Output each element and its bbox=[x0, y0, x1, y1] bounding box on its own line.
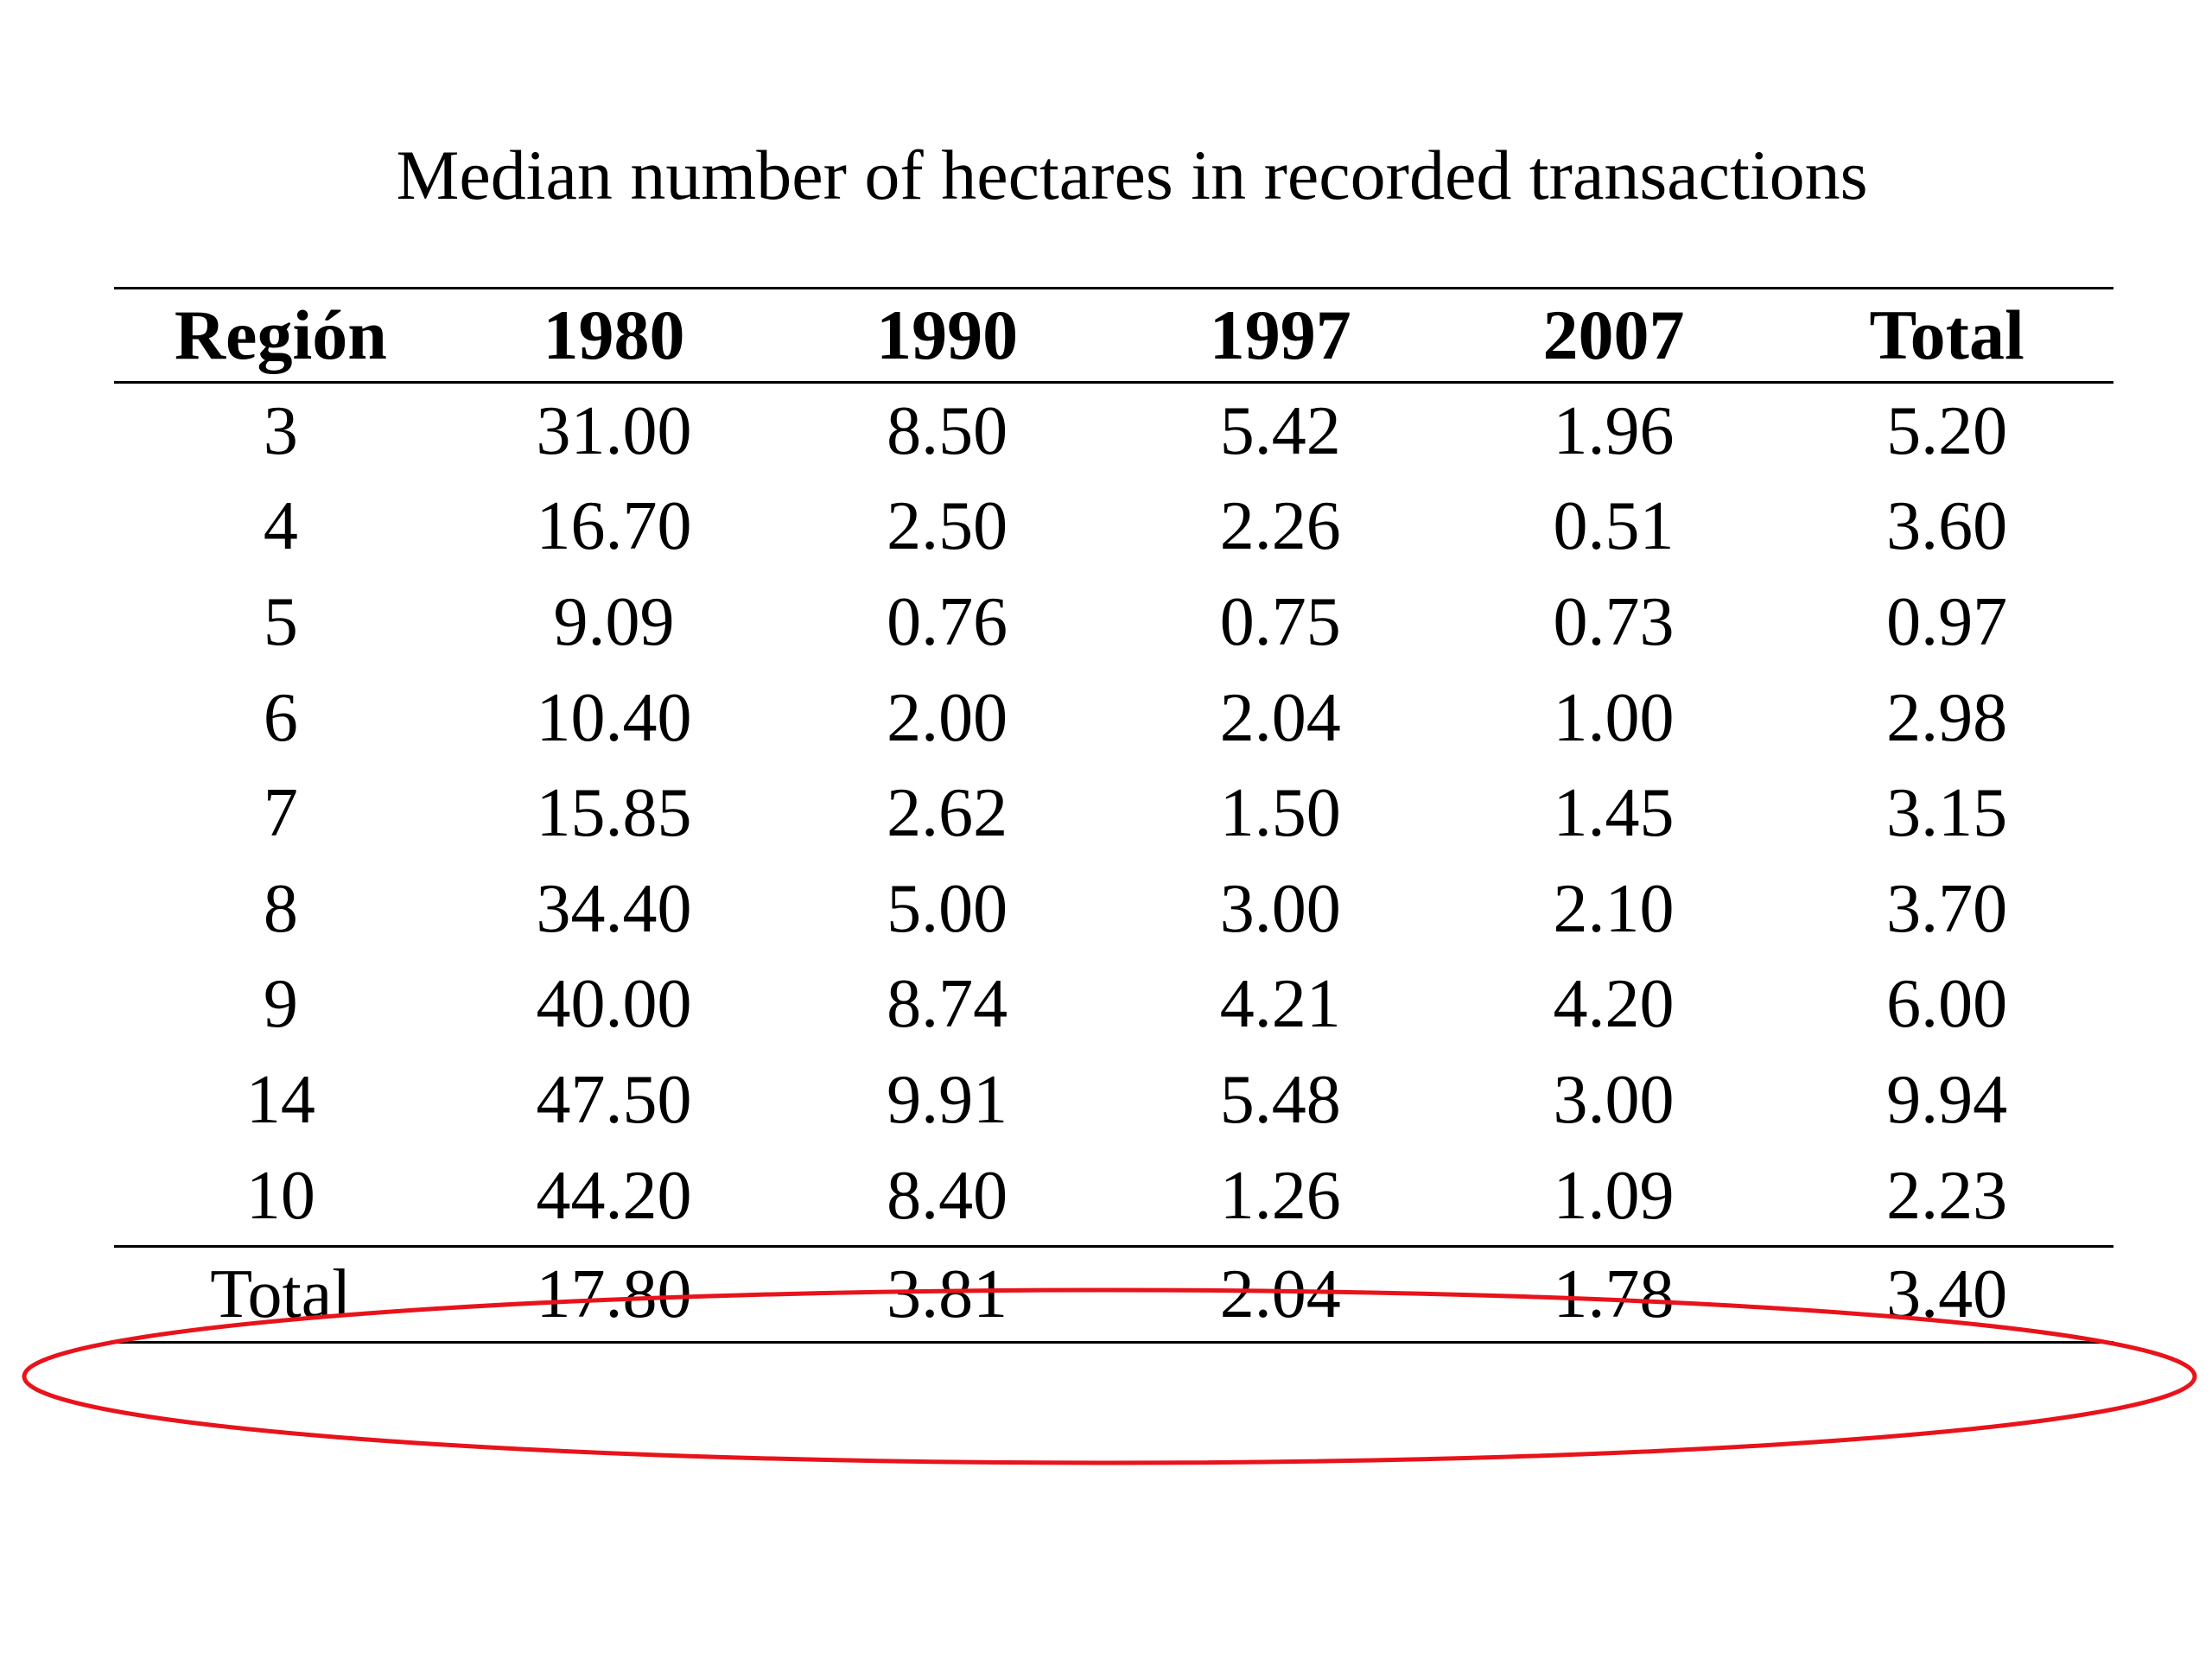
table-cell: 5.48 bbox=[1219, 1061, 1341, 1138]
total-cell: 1.78 bbox=[1553, 1255, 1675, 1332]
table-cell: 3.00 bbox=[1219, 870, 1341, 947]
table-cell: 7 bbox=[263, 775, 298, 852]
table-cell: 1.96 bbox=[1553, 392, 1675, 469]
table-cell: 8 bbox=[263, 870, 298, 947]
table-cell: 3.00 bbox=[1553, 1061, 1675, 1138]
table-cell: 2.04 bbox=[1219, 679, 1341, 756]
table-header: Región 1980 1990 1997 2007 Total bbox=[114, 288, 2113, 383]
table-cell: 6 bbox=[263, 679, 298, 756]
table-cell: 10.40 bbox=[536, 679, 692, 756]
table-cell: 8.50 bbox=[887, 392, 1008, 469]
table-cell: 8.74 bbox=[887, 966, 1008, 1043]
table-row: 8 34.40 5.00 3.00 2.10 3.70 bbox=[114, 861, 2113, 957]
table-cell: 1.50 bbox=[1219, 775, 1341, 852]
table-cell: 5.00 bbox=[887, 870, 1008, 947]
table-cell: 3 bbox=[263, 392, 298, 469]
header-cell-1980: 1980 bbox=[543, 296, 685, 374]
table-footer: Total 17.80 3.81 2.04 1.78 3.40 bbox=[114, 1246, 2113, 1343]
table-cell: 4 bbox=[263, 488, 298, 565]
table-cell: 1.09 bbox=[1553, 1157, 1675, 1234]
total-cell: 17.80 bbox=[536, 1255, 692, 1332]
table-cell: 47.50 bbox=[536, 1061, 692, 1138]
table-cell: 3.60 bbox=[1886, 488, 2008, 565]
table-cell: 5.20 bbox=[1886, 392, 2008, 469]
table-row: 6 10.40 2.00 2.04 1.00 2.98 bbox=[114, 671, 2113, 766]
total-cell: 3.40 bbox=[1886, 1255, 2008, 1332]
table-title: Median number of hectares in recorded tr… bbox=[396, 136, 1868, 214]
table-cell: 3.15 bbox=[1886, 775, 2008, 852]
table-cell: 0.75 bbox=[1219, 583, 1341, 660]
table-row: 7 15.85 2.62 1.50 1.45 3.15 bbox=[114, 766, 2113, 861]
table-cell: 3.70 bbox=[1886, 870, 2008, 947]
table-row: 3 31.00 8.50 5.42 1.96 5.20 bbox=[114, 383, 2113, 480]
table-row: 10 44.20 8.40 1.26 1.09 2.23 bbox=[114, 1148, 2113, 1247]
table-cell: 16.70 bbox=[536, 488, 692, 565]
table-cell: 1.00 bbox=[1553, 679, 1675, 756]
table-cell: 10 bbox=[245, 1157, 315, 1234]
table-cell: 0.76 bbox=[887, 583, 1008, 660]
table-cell: 8.40 bbox=[887, 1157, 1008, 1234]
header-cell-1990: 1990 bbox=[876, 296, 1019, 374]
table-row: 14 47.50 9.91 5.48 3.00 9.94 bbox=[114, 1052, 2113, 1148]
table-body: 3 31.00 8.50 5.42 1.96 5.20 4 16.70 2.50… bbox=[114, 383, 2113, 1247]
table-cell: 9.09 bbox=[553, 583, 675, 660]
total-cell: 2.04 bbox=[1219, 1255, 1341, 1332]
header-cell-1997: 1997 bbox=[1209, 296, 1351, 374]
table-cell: 34.40 bbox=[536, 870, 692, 947]
total-row: Total 17.80 3.81 2.04 1.78 3.40 bbox=[114, 1246, 2113, 1343]
table-cell: 5 bbox=[263, 583, 298, 660]
table-cell: 9.91 bbox=[887, 1061, 1008, 1138]
table-cell: 4.21 bbox=[1219, 966, 1341, 1043]
table-cell: 15.85 bbox=[536, 775, 692, 852]
data-table-container: Región 1980 1990 1997 2007 Total 3 31.00… bbox=[114, 287, 2113, 1344]
data-table: Región 1980 1990 1997 2007 Total 3 31.00… bbox=[114, 287, 2113, 1344]
total-cell-label: Total bbox=[210, 1255, 352, 1332]
table-cell: 2.50 bbox=[887, 488, 1008, 565]
table-cell: 40.00 bbox=[536, 966, 692, 1043]
table-row: 4 16.70 2.50 2.26 0.51 3.60 bbox=[114, 480, 2113, 575]
table-cell: 6.00 bbox=[1886, 966, 2008, 1043]
table-cell: 2.00 bbox=[887, 679, 1008, 756]
table-cell: 5.42 bbox=[1219, 392, 1341, 469]
table-cell: 9 bbox=[263, 966, 298, 1043]
table-cell: 9.94 bbox=[1886, 1061, 2008, 1138]
table-cell: 2.98 bbox=[1886, 679, 2008, 756]
table-cell: 2.62 bbox=[887, 775, 1008, 852]
header-row: Región 1980 1990 1997 2007 Total bbox=[114, 288, 2113, 383]
header-cell-region: Región bbox=[174, 296, 387, 374]
table-cell: 4.20 bbox=[1553, 966, 1675, 1043]
table-cell: 1.45 bbox=[1553, 775, 1675, 852]
header-cell-total: Total bbox=[1869, 296, 2024, 374]
table-cell: 44.20 bbox=[536, 1157, 692, 1234]
header-cell-2007: 2007 bbox=[1542, 296, 1685, 374]
table-cell: 2.23 bbox=[1886, 1157, 2008, 1234]
table-cell: 2.10 bbox=[1553, 870, 1675, 947]
table-cell: 0.51 bbox=[1553, 488, 1675, 565]
table-cell: 31.00 bbox=[536, 392, 692, 469]
table-row: 9 40.00 8.74 4.21 4.20 6.00 bbox=[114, 957, 2113, 1053]
table-row: 5 9.09 0.76 0.75 0.73 0.97 bbox=[114, 575, 2113, 671]
table-cell: 0.73 bbox=[1553, 583, 1675, 660]
table-cell: 2.26 bbox=[1219, 488, 1341, 565]
table-cell: 0.97 bbox=[1886, 583, 2008, 660]
table-cell: 1.26 bbox=[1219, 1157, 1341, 1234]
table-cell: 14 bbox=[245, 1061, 315, 1138]
total-cell: 3.81 bbox=[887, 1255, 1008, 1332]
